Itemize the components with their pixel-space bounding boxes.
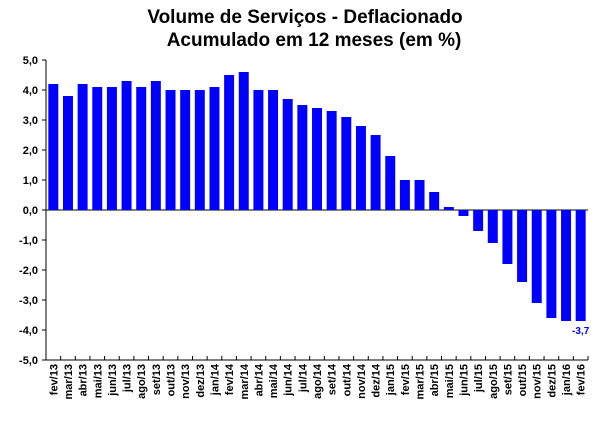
- x-tick-label: mar/14: [239, 363, 251, 399]
- x-tick-label: ago/15: [488, 364, 500, 399]
- x-tick-label: jun/15: [458, 364, 470, 397]
- x-tick-label: jul/15: [473, 364, 485, 393]
- x-tick-label: dez/15: [546, 364, 558, 398]
- x-tick-label: nov/13: [180, 364, 192, 399]
- x-tick-label: fev/15: [400, 364, 412, 395]
- bar: [297, 105, 308, 210]
- bar: [414, 180, 425, 210]
- y-tick-label: 2,0: [23, 145, 38, 157]
- bar: [385, 156, 396, 210]
- bar: [92, 87, 103, 210]
- bar: [121, 81, 132, 210]
- bar: [106, 87, 117, 210]
- bar: [136, 87, 147, 210]
- x-tick-label: out/14: [341, 363, 353, 396]
- bar: [77, 84, 88, 210]
- y-tick-label: -2,0: [19, 265, 38, 277]
- x-tick-label: jun/13: [107, 364, 119, 397]
- x-tick-label: abr/14: [253, 363, 265, 396]
- bar: [473, 210, 484, 231]
- bar: [48, 84, 59, 210]
- y-tick-label: -4,0: [19, 325, 38, 337]
- x-tick-label: ago/13: [136, 364, 148, 399]
- bar: [62, 96, 73, 210]
- x-tick-label: jan/15: [385, 364, 397, 396]
- bar: [561, 210, 572, 321]
- x-tick-label: out/13: [166, 364, 178, 396]
- y-tick-label: -3,0: [19, 295, 38, 307]
- bar: [209, 87, 220, 210]
- x-tick-label: set/15: [502, 364, 514, 395]
- bar: [253, 90, 264, 210]
- x-tick-label: mai/15: [444, 364, 456, 398]
- bar: [341, 117, 352, 210]
- x-tick-label: mai/13: [92, 364, 104, 398]
- x-tick-label: set/13: [151, 364, 163, 395]
- bar: [312, 108, 322, 210]
- bar: [268, 90, 279, 210]
- bar: [355, 126, 366, 210]
- bar: [194, 90, 205, 210]
- bar: [443, 207, 454, 210]
- y-tick-label: 5,0: [23, 55, 38, 67]
- x-tick-label: abr/15: [429, 364, 441, 396]
- bar: [458, 210, 469, 216]
- chart-title: Volume de Serviços - Deflacionado: [147, 7, 463, 28]
- x-tick-label: mar/13: [63, 364, 75, 399]
- bar: [224, 75, 235, 210]
- bar: [150, 81, 161, 210]
- bar: [370, 135, 381, 210]
- x-tick-label: abr/13: [78, 364, 90, 396]
- y-tick-label: -5,0: [19, 355, 38, 367]
- x-tick-label: fev/13: [48, 364, 60, 395]
- x-tick-label: nov/14: [356, 363, 368, 399]
- bar: [282, 99, 293, 210]
- x-tick-label: fev/16: [576, 364, 588, 395]
- chart-subtitle: Acumulado em 12 meses (em %): [166, 30, 462, 51]
- bar: [487, 210, 498, 243]
- y-tick-label: 4,0: [23, 85, 38, 97]
- bar: [531, 210, 542, 303]
- bar: [165, 90, 176, 210]
- x-tick-label: dez/14: [371, 363, 383, 398]
- bar: [429, 192, 440, 210]
- bar: [502, 210, 513, 264]
- x-tick-label: out/15: [517, 364, 529, 396]
- bar: [575, 210, 586, 321]
- bar: [326, 111, 337, 210]
- x-tick-label: nov/15: [532, 364, 544, 399]
- x-tick-label: jan/16: [561, 364, 573, 396]
- bar: [517, 210, 528, 282]
- x-tick-label: dez/13: [195, 364, 207, 398]
- x-tick-label: jul/14: [297, 363, 309, 393]
- y-tick-label: -1,0: [19, 235, 38, 247]
- data-label: -3,7: [572, 326, 590, 337]
- y-tick-label: 0,0: [23, 205, 38, 217]
- bar: [546, 210, 557, 318]
- bar: [399, 180, 410, 210]
- x-tick-label: fev/14: [224, 363, 236, 395]
- y-tick-label: 1,0: [23, 175, 38, 187]
- x-tick-label: ago/14: [312, 363, 324, 399]
- bar: [180, 90, 191, 210]
- x-tick-label: jul/13: [122, 364, 134, 393]
- bar: [238, 72, 249, 210]
- x-tick-label: jun/14: [283, 363, 295, 397]
- x-tick-label: set/14: [327, 363, 339, 395]
- x-tick-label: jan/14: [209, 363, 221, 396]
- x-tick-label: mar/15: [415, 364, 427, 399]
- y-tick-label: 3,0: [23, 115, 38, 127]
- x-tick-label: mai/14: [268, 363, 280, 398]
